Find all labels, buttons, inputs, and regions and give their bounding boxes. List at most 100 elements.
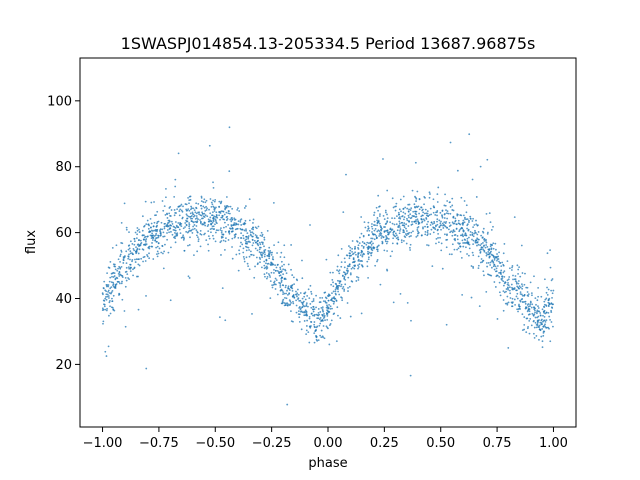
data-point [361, 255, 364, 258]
data-point [488, 212, 491, 215]
data-point [407, 214, 410, 217]
data-point [546, 293, 549, 296]
data-point [128, 278, 131, 281]
data-point [396, 229, 399, 232]
data-point [193, 209, 196, 212]
data-point [538, 328, 541, 331]
data-point [373, 220, 376, 223]
data-point [535, 335, 538, 337]
data-point [108, 297, 110, 299]
data-point [368, 251, 371, 254]
data-point [203, 216, 206, 218]
data-point [127, 266, 130, 269]
data-point [208, 208, 210, 211]
data-point [155, 232, 158, 235]
data-point [518, 266, 521, 269]
data-point [257, 225, 260, 228]
data-point [192, 221, 195, 224]
data-point [164, 214, 167, 216]
data-point [541, 308, 544, 311]
data-point [370, 244, 373, 246]
data-point [188, 195, 191, 198]
data-point [377, 194, 380, 197]
data-point [366, 265, 369, 268]
data-point [431, 223, 434, 225]
data-point [409, 209, 412, 211]
data-point [533, 313, 536, 316]
data-point [162, 235, 165, 238]
data-point [407, 210, 410, 213]
data-point [312, 300, 315, 302]
data-point [521, 285, 524, 288]
data-point [521, 287, 524, 290]
data-point [106, 295, 109, 298]
data-point [242, 237, 245, 240]
data-point [412, 210, 415, 213]
data-point [320, 336, 323, 339]
data-point [375, 248, 378, 251]
data-point [333, 297, 336, 300]
data-point [162, 267, 165, 270]
data-point [147, 227, 150, 230]
data-point [486, 253, 489, 256]
data-point [163, 205, 166, 208]
data-point [133, 240, 136, 243]
data-point [439, 211, 442, 214]
data-point [146, 235, 149, 238]
data-point [106, 272, 108, 275]
data-point [548, 327, 550, 330]
data-point [327, 299, 330, 302]
data-point [552, 289, 555, 292]
data-point [547, 301, 550, 304]
data-point [525, 331, 528, 334]
data-point [214, 219, 217, 222]
data-point [524, 272, 526, 275]
data-point [502, 299, 505, 301]
data-point [430, 213, 433, 216]
data-point [259, 261, 261, 264]
data-point [418, 208, 421, 211]
data-point [204, 232, 206, 235]
data-point [163, 235, 166, 238]
data-point [386, 231, 389, 234]
data-point [215, 214, 218, 217]
data-point [367, 276, 369, 279]
data-point [436, 193, 439, 196]
data-point [424, 208, 427, 211]
data-point [251, 244, 254, 247]
data-point [452, 209, 455, 212]
data-point [383, 218, 386, 221]
data-point [224, 207, 227, 210]
data-point [141, 248, 144, 251]
data-point [509, 297, 512, 299]
data-point [123, 202, 126, 205]
data-point [508, 289, 511, 292]
data-point [443, 217, 446, 219]
data-point [543, 303, 546, 306]
data-point [425, 218, 428, 220]
data-point [459, 234, 462, 237]
data-point [335, 300, 338, 302]
data-point [341, 299, 344, 302]
data-point [452, 216, 455, 219]
data-point [211, 227, 213, 230]
data-point [139, 239, 142, 242]
data-point [123, 310, 126, 312]
data-point [283, 263, 285, 266]
data-point [264, 275, 266, 278]
data-point [167, 251, 170, 254]
data-point [168, 220, 171, 223]
data-point [225, 237, 227, 240]
data-point [352, 257, 355, 259]
data-point [535, 326, 538, 329]
data-point [517, 282, 520, 285]
data-point [256, 263, 259, 266]
data-point [248, 268, 251, 271]
data-point [465, 218, 468, 221]
data-point [256, 249, 259, 252]
data-point [479, 261, 482, 264]
data-point [546, 286, 548, 289]
data-point [291, 287, 294, 290]
data-point [441, 267, 444, 270]
